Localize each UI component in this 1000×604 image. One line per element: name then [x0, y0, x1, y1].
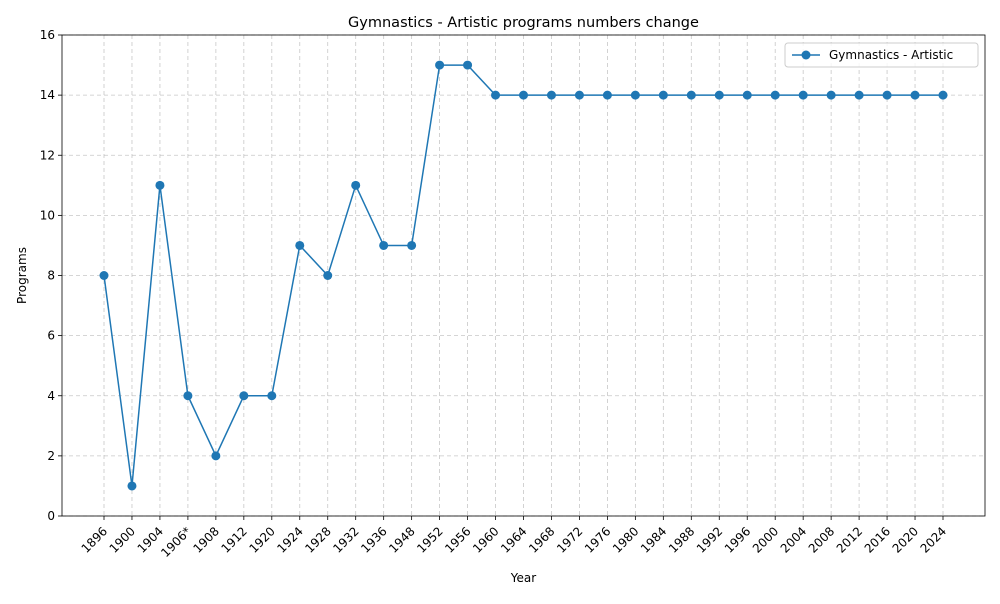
data-point [239, 391, 249, 401]
legend-box [784, 42, 979, 68]
data-point [630, 90, 640, 100]
x-tick-label: 1912 [218, 524, 249, 555]
x-tick-label: 1908 [190, 524, 221, 555]
x-tick-label: 1980 [610, 524, 641, 555]
x-tick-label: 1900 [107, 524, 138, 555]
data-point [770, 90, 780, 100]
x-tick-label: 1988 [666, 524, 697, 555]
x-tick-label: 2004 [778, 524, 809, 555]
y-tick-label: 16 [40, 28, 55, 42]
series-layer [99, 60, 948, 491]
grid [62, 34, 985, 517]
x-tick-label: 1948 [386, 524, 417, 555]
data-point [882, 90, 892, 100]
data-point [574, 90, 584, 100]
y-axis-label: Programs [15, 247, 29, 304]
legend-marker-sample [801, 50, 811, 60]
data-point [714, 90, 724, 100]
data-point [658, 90, 668, 100]
y-tick-label: 6 [47, 329, 55, 343]
x-tick-label: 1976 [582, 524, 613, 555]
y-tick-label: 4 [47, 389, 55, 403]
x-tick-label: 2020 [890, 524, 921, 555]
x-tick-label: 1896 [79, 524, 110, 555]
legend-label: Gymnastics - Artistic [829, 48, 953, 62]
x-tick-label: 1964 [498, 524, 529, 555]
data-point [826, 90, 836, 100]
y-tick-label: 2 [47, 449, 55, 463]
data-point [407, 240, 417, 250]
x-tick-label: 2016 [862, 524, 893, 555]
data-point [602, 90, 612, 100]
data-point [686, 90, 696, 100]
x-tick-label: 1984 [638, 524, 669, 555]
x-tick-label: 2024 [918, 524, 949, 555]
data-point [295, 240, 305, 250]
data-point [938, 90, 948, 100]
x-tick-label: 1920 [246, 524, 277, 555]
data-point [463, 60, 473, 70]
x-tick-label: 1968 [526, 524, 557, 555]
y-tick-label: 0 [47, 509, 55, 523]
data-point [519, 90, 528, 100]
y-axis-ticks: 0 2 4 6 8 10 12 14 16 [40, 28, 62, 523]
legend: Gymnastics - Artistic [784, 42, 979, 68]
data-point [127, 481, 137, 491]
data-point [323, 271, 333, 280]
x-tick-label: 1996 [722, 524, 753, 555]
x-tick-label: 2000 [750, 524, 781, 555]
x-tick-label: 2012 [834, 524, 865, 555]
x-axis-label: Year [510, 571, 536, 585]
x-tick-label: 1932 [330, 524, 361, 555]
data-point [99, 271, 109, 280]
x-tick-label: 1924 [274, 524, 305, 555]
x-tick-label: 1972 [554, 524, 585, 555]
x-tick-label: 1952 [414, 524, 445, 555]
x-axis-ticks: 1896190019041906*19081912192019241928193… [79, 516, 949, 560]
data-point [379, 240, 389, 250]
data-point [267, 391, 277, 401]
y-tick-label: 14 [40, 88, 55, 102]
data-point [491, 90, 501, 100]
x-tick-label: 1992 [694, 524, 725, 555]
y-tick-label: 12 [40, 148, 55, 162]
x-tick-label: 1956 [442, 524, 473, 555]
x-tick-label: 2008 [806, 524, 837, 555]
data-point [211, 451, 221, 461]
data-point [435, 60, 445, 70]
y-tick-label: 10 [40, 208, 55, 222]
x-tick-label: 1960 [470, 524, 501, 555]
y-tick-label: 8 [47, 269, 55, 283]
x-tick-label: 1936 [358, 524, 389, 555]
data-point [854, 90, 864, 100]
x-tick-label: 1906* [158, 524, 194, 560]
data-point [742, 90, 752, 100]
x-tick-label: 1928 [302, 524, 333, 555]
data-point [351, 180, 361, 190]
data-point [183, 391, 193, 401]
chart-title: Gymnastics - Artistic programs numbers c… [348, 15, 699, 31]
data-point [155, 180, 165, 190]
data-point [910, 90, 920, 100]
data-point [546, 90, 556, 100]
data-point [798, 90, 808, 100]
